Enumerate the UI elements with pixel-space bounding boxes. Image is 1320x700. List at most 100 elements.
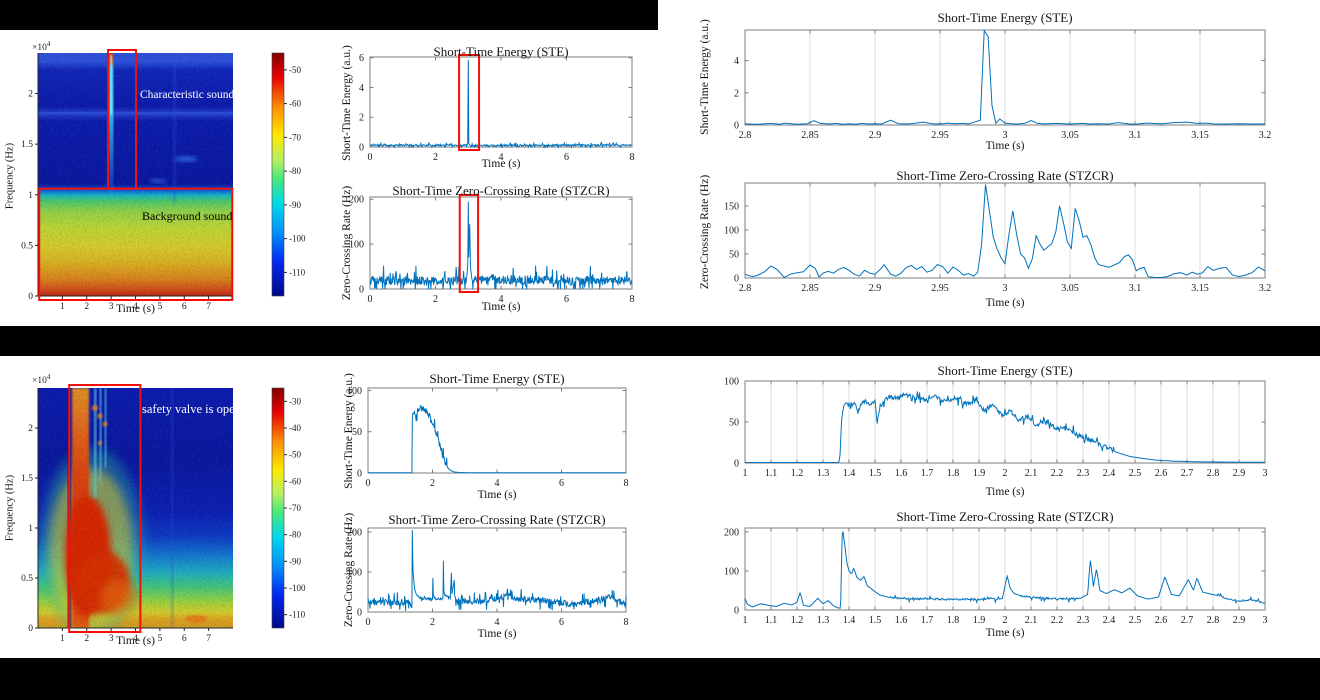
svg-text:-60: -60 <box>289 99 301 109</box>
svg-text:-70: -70 <box>289 132 301 142</box>
chart-5-title: Short-Time Zero-Crossing Rate (STZCR) <box>388 512 606 527</box>
svg-text:2.7: 2.7 <box>1181 615 1194 626</box>
series-line <box>744 184 1266 279</box>
chart-3-title: Short-Time Zero-Crossing Rate (STZCR) <box>896 168 1114 183</box>
svg-text:-90: -90 <box>289 556 301 566</box>
svg-text:8: 8 <box>624 478 629 489</box>
spectrogram-axes-0: 1 2 3 4 5 6 7 0 0.5 1 1.5 2 -50 -60 -70 -80 -90 -100 -110 <box>21 49 306 312</box>
svg-text:100: 100 <box>724 377 739 388</box>
series-line <box>367 529 627 611</box>
spectrogram-top-y-scale: ×104 <box>32 40 51 54</box>
svg-text:0: 0 <box>734 606 739 617</box>
highlight-box <box>68 384 142 633</box>
svg-text:2.2: 2.2 <box>1051 468 1064 479</box>
svg-text:2: 2 <box>84 302 89 312</box>
svg-text:8: 8 <box>630 152 635 163</box>
svg-text:2.85: 2.85 <box>801 130 819 141</box>
spectrogram-axes-1: 1 2 3 4 5 6 7 0 0.5 1 1.5 2 -30 -40 -50 -60 -70 -80 -90 -10… <box>21 384 306 644</box>
svg-text:1.5: 1.5 <box>869 615 882 626</box>
svg-text:0: 0 <box>359 285 364 296</box>
svg-text:3: 3 <box>1003 130 1008 141</box>
svg-text:2.9: 2.9 <box>869 283 882 294</box>
svg-text:100: 100 <box>724 566 739 577</box>
chart-5-ylabel: Zero-Crossing Rate (Hz) <box>343 512 355 628</box>
svg-text:2.6: 2.6 <box>1155 615 1168 626</box>
svg-text:3.05: 3.05 <box>1061 283 1079 294</box>
svg-text:1: 1 <box>28 524 33 534</box>
chart-2-title: Short-Time Energy (STE) <box>937 10 1073 25</box>
highlight-box <box>458 54 481 151</box>
svg-text:0: 0 <box>368 294 373 305</box>
svg-text:2.8: 2.8 <box>739 283 752 294</box>
svg-text:-110: -110 <box>289 267 306 277</box>
svg-text:2: 2 <box>734 88 739 99</box>
spectrogram-top-ylabel: Frequency (Hz) <box>4 142 16 210</box>
svg-text:100: 100 <box>347 386 362 397</box>
svg-text:2.95: 2.95 <box>931 283 949 294</box>
svg-text:0.5: 0.5 <box>21 574 33 584</box>
svg-text:2.85: 2.85 <box>801 283 819 294</box>
svg-text:-110: -110 <box>289 610 306 620</box>
svg-text:2.5: 2.5 <box>1129 615 1142 626</box>
svg-text:0: 0 <box>734 459 739 470</box>
series-line <box>744 530 1266 609</box>
svg-text:3.15: 3.15 <box>1191 130 1209 141</box>
svg-text:0: 0 <box>28 624 33 634</box>
svg-text:-90: -90 <box>289 200 301 210</box>
svg-text:4: 4 <box>499 294 504 305</box>
svg-text:2.4: 2.4 <box>1103 468 1116 479</box>
svg-text:2.6: 2.6 <box>1155 468 1168 479</box>
svg-text:2: 2 <box>433 294 438 305</box>
svg-text:5: 5 <box>158 302 163 312</box>
chart-2-ylabel: Short-Time Energy (a.u.) <box>699 19 711 135</box>
svg-text:0: 0 <box>366 617 371 628</box>
svg-text:0: 0 <box>368 152 373 163</box>
svg-text:50: 50 <box>729 418 739 429</box>
chart-1: 0 2 4 6 8 0 100 200 <box>349 194 635 305</box>
series-line <box>745 391 1265 463</box>
svg-text:3: 3 <box>1263 468 1268 479</box>
svg-text:3: 3 <box>1263 615 1268 626</box>
svg-text:1.2: 1.2 <box>791 468 804 479</box>
svg-text:2.1: 2.1 <box>1025 468 1038 479</box>
svg-text:200: 200 <box>347 528 362 539</box>
chart-4-title: Short-Time Energy (STE) <box>429 371 565 386</box>
svg-text:-30: -30 <box>289 396 301 406</box>
svg-text:50: 50 <box>729 250 739 261</box>
svg-text:4: 4 <box>495 478 500 489</box>
svg-text:1.5: 1.5 <box>869 468 882 479</box>
highlight-box <box>458 194 480 293</box>
chart-7-title: Short-Time Zero-Crossing Rate (STZCR) <box>896 509 1114 524</box>
svg-text:1: 1 <box>28 191 33 201</box>
svg-text:2.8: 2.8 <box>1207 468 1220 479</box>
chart-3-xlabel: Time (s) <box>985 297 1025 309</box>
svg-text:6: 6 <box>559 478 564 489</box>
annotation-safety-valve-open: safety valve is open <box>142 402 241 416</box>
svg-text:2: 2 <box>28 90 33 100</box>
redaction-bar-middle <box>0 326 1320 356</box>
svg-text:2.5: 2.5 <box>1129 468 1142 479</box>
svg-text:5: 5 <box>158 634 163 644</box>
svg-text:-100: -100 <box>289 583 306 593</box>
svg-text:2.1: 2.1 <box>1025 615 1038 626</box>
spectrogram-top-xlabel: Time (s) <box>116 303 155 315</box>
annotation-background-sound: Background sound <box>142 209 233 223</box>
svg-text:3: 3 <box>1003 283 1008 294</box>
svg-text:1.1: 1.1 <box>765 615 778 626</box>
chart-2: 2.8 2.85 2.9 2.95 3 3.05 3.1 3.15 3.2 0 2 4 <box>734 29 1271 141</box>
spectrogram-bottom-image <box>38 388 233 628</box>
svg-text:200: 200 <box>724 527 739 538</box>
chart-2-xlabel: Time (s) <box>985 140 1025 152</box>
svg-text:100: 100 <box>349 240 364 251</box>
svg-text:6: 6 <box>559 617 564 628</box>
svg-text:-70: -70 <box>289 503 301 513</box>
chart-0: 0 2 4 6 8 0 2 4 6 <box>359 53 635 163</box>
svg-text:4: 4 <box>495 617 500 628</box>
svg-text:1.3: 1.3 <box>817 468 830 479</box>
svg-text:4: 4 <box>734 56 739 67</box>
svg-text:2.95: 2.95 <box>931 130 949 141</box>
svg-text:7: 7 <box>206 634 211 644</box>
svg-text:1.9: 1.9 <box>973 615 986 626</box>
svg-text:2.9: 2.9 <box>1233 615 1246 626</box>
